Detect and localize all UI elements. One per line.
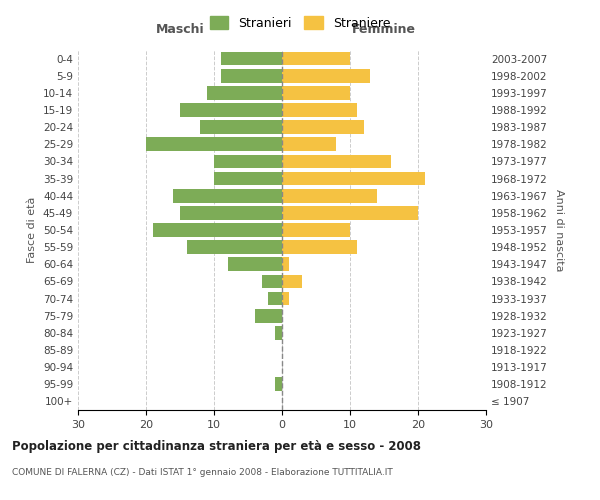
Bar	[153, 223, 282, 237]
Bar	[180, 103, 282, 117]
Bar	[282, 69, 370, 82]
Text: COMUNE DI FALERNA (CZ) - Dati ISTAT 1° gennaio 2008 - Elaborazione TUTTITALIA.IT: COMUNE DI FALERNA (CZ) - Dati ISTAT 1° g…	[12, 468, 393, 477]
Bar	[282, 172, 425, 185]
Bar	[275, 326, 282, 340]
Bar	[207, 86, 282, 100]
Bar	[275, 378, 282, 391]
Bar	[282, 86, 350, 100]
Text: Femmine: Femmine	[352, 24, 416, 36]
Bar	[282, 103, 357, 117]
Bar	[255, 309, 282, 322]
Text: Popolazione per cittadinanza straniera per età e sesso - 2008: Popolazione per cittadinanza straniera p…	[12, 440, 421, 453]
Bar	[262, 274, 282, 288]
Y-axis label: Fasce di età: Fasce di età	[28, 197, 37, 263]
Bar	[282, 138, 337, 151]
Bar	[146, 138, 282, 151]
Bar	[221, 52, 282, 66]
Bar	[282, 240, 357, 254]
Bar	[282, 223, 350, 237]
Bar	[282, 258, 289, 271]
Legend: Stranieri, Straniere: Stranieri, Straniere	[205, 11, 395, 35]
Bar	[268, 292, 282, 306]
Bar	[180, 206, 282, 220]
Bar	[282, 120, 364, 134]
Bar	[282, 52, 350, 66]
Bar	[200, 120, 282, 134]
Bar	[214, 172, 282, 185]
Bar	[282, 292, 289, 306]
Bar	[227, 258, 282, 271]
Bar	[282, 274, 302, 288]
Text: Maschi: Maschi	[155, 24, 205, 36]
Bar	[214, 154, 282, 168]
Bar	[282, 189, 377, 202]
Y-axis label: Anni di nascita: Anni di nascita	[554, 188, 564, 271]
Bar	[221, 69, 282, 82]
Bar	[187, 240, 282, 254]
Bar	[282, 154, 391, 168]
Bar	[282, 206, 418, 220]
Bar	[173, 189, 282, 202]
